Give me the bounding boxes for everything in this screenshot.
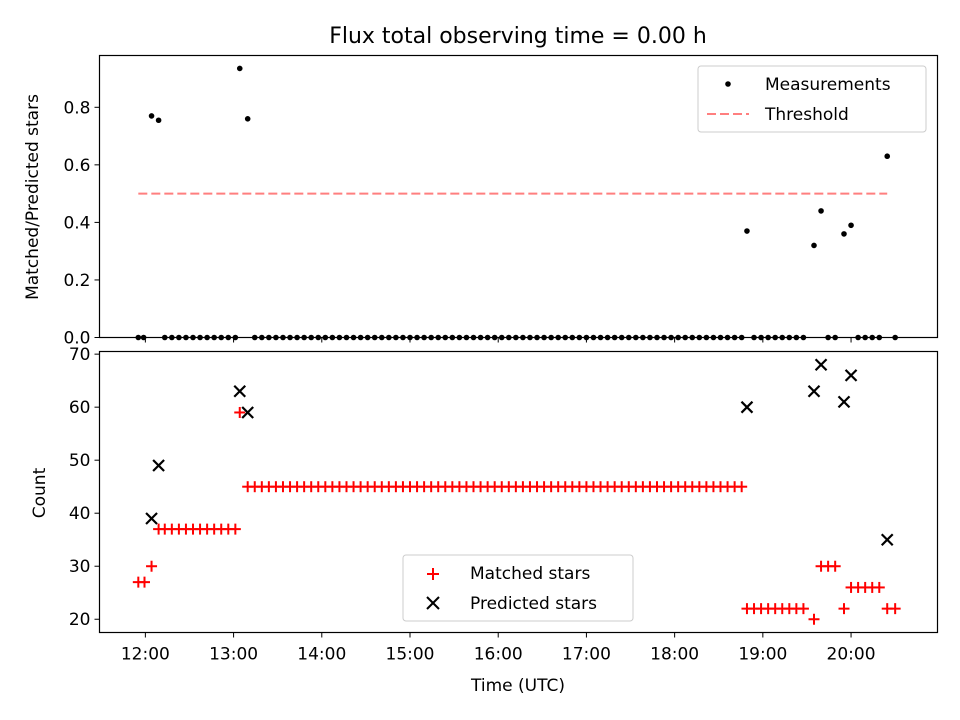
predicted-star-point [152,459,165,472]
matched-star-point [838,603,850,615]
matched-star-point [808,613,820,625]
x-tick-label: 15:00 [386,645,435,665]
matched-star-point [736,481,748,493]
threshold-legend-label: Threshold [764,105,849,125]
matched-star-point [146,560,158,572]
bottom-x-axis: 12:00 13:00 14:00 15:00 16:00 17:00 18:00 19:00… [121,632,876,665]
chart-title: Flux total observing time = 0.00 h [329,24,707,49]
x-tick-label: 18:00 [650,645,699,665]
x-tick-label: 20:00 [827,645,876,665]
bottom-y-axis-label: Count [30,467,50,518]
matched-star-point [234,406,246,418]
top-y-tick-label: 0.2 [63,271,90,291]
matched-star-point [229,523,241,535]
top-panel: 0.00.20.40.60.8 Matched/Predicted stars … [23,54,939,349]
matched-legend-label: Matched stars [470,564,590,584]
measurement-point [148,113,155,119]
predicted-star-point [837,395,851,409]
matched-star-point [797,603,809,615]
bottom-y-tick-label: 30 [69,557,91,577]
x-tick-label: 13:00 [209,645,258,665]
x-tick-label: 17:00 [562,645,611,665]
measurements-legend-label: Measurements [765,75,891,95]
bottom-plot-frame [98,350,939,634]
x-tick-label: 12:00 [121,645,170,665]
predicted-star-point [740,400,754,414]
bottom-y-tick-label: 40 [69,504,91,524]
bottom-legend-box [402,554,634,622]
top-y-tick-label: 0.6 [63,156,90,176]
top-y-axis-label: Matched/Predicted stars [23,94,43,300]
matched-star-point [829,560,841,572]
predicted-star-point [880,533,894,546]
matched-star-point [873,581,885,593]
x-tick-label: 16:00 [474,645,523,665]
measurement-point [811,242,817,249]
measurement-point [744,228,750,234]
predicted-star-point [241,406,254,419]
predicted-stars-points [145,358,894,546]
matched-star-point [889,603,901,615]
predicted-star-point [807,384,821,398]
bottom-y-tick-label: 20 [69,610,91,630]
bottom-legend: Matched stars Predicted stars [402,554,634,622]
matched-star-point [138,576,150,588]
measurement-point [848,222,854,229]
predicted-legend-marker [426,596,440,610]
measurements-legend-marker [725,81,731,87]
top-legend-box [697,65,927,133]
predicted-star-point [233,384,247,398]
bottom-y-tick-label: 70 [69,345,91,365]
x-tick-label: 14:00 [297,645,346,665]
measurement-point [884,153,891,160]
measurement-point [818,208,824,214]
measurement-point [244,116,251,122]
matched-stars-points [132,406,901,625]
top-plot-frame [98,54,939,339]
x-tick-label: 19:00 [738,645,787,665]
top-y-axis: 0.0 0.2 0.4 0.6 0.8 [63,98,100,349]
predicted-star-point [844,369,858,382]
bottom-y-tick-label: 60 [69,398,91,418]
top-x-ticks [144,337,852,343]
measurement-point [841,231,847,237]
bottom-y-tick-label: 50 [69,451,91,471]
top-y-tick-label: 0.4 [63,213,90,233]
bottom-panel: 20 30 40 50 60 70 12:00 13:00 14:00 15:00 16:00 17… [30,345,939,696]
bottom-y-axis: 20 30 40 50 60 70 [69,345,100,630]
measurement-point [236,65,243,72]
matched-legend-marker [427,568,439,580]
predicted-legend-label: Predicted stars [470,594,597,614]
predicted-star-point [145,512,158,525]
top-legend: Measurements Threshold [697,65,927,133]
top-y-tick-label: 0.8 [63,98,90,118]
measurement-point [155,117,162,124]
top-y-tick-label: 0.0 [63,329,90,349]
predicted-star-point [814,358,828,372]
x-axis-label: Time (UTC) [470,676,565,696]
